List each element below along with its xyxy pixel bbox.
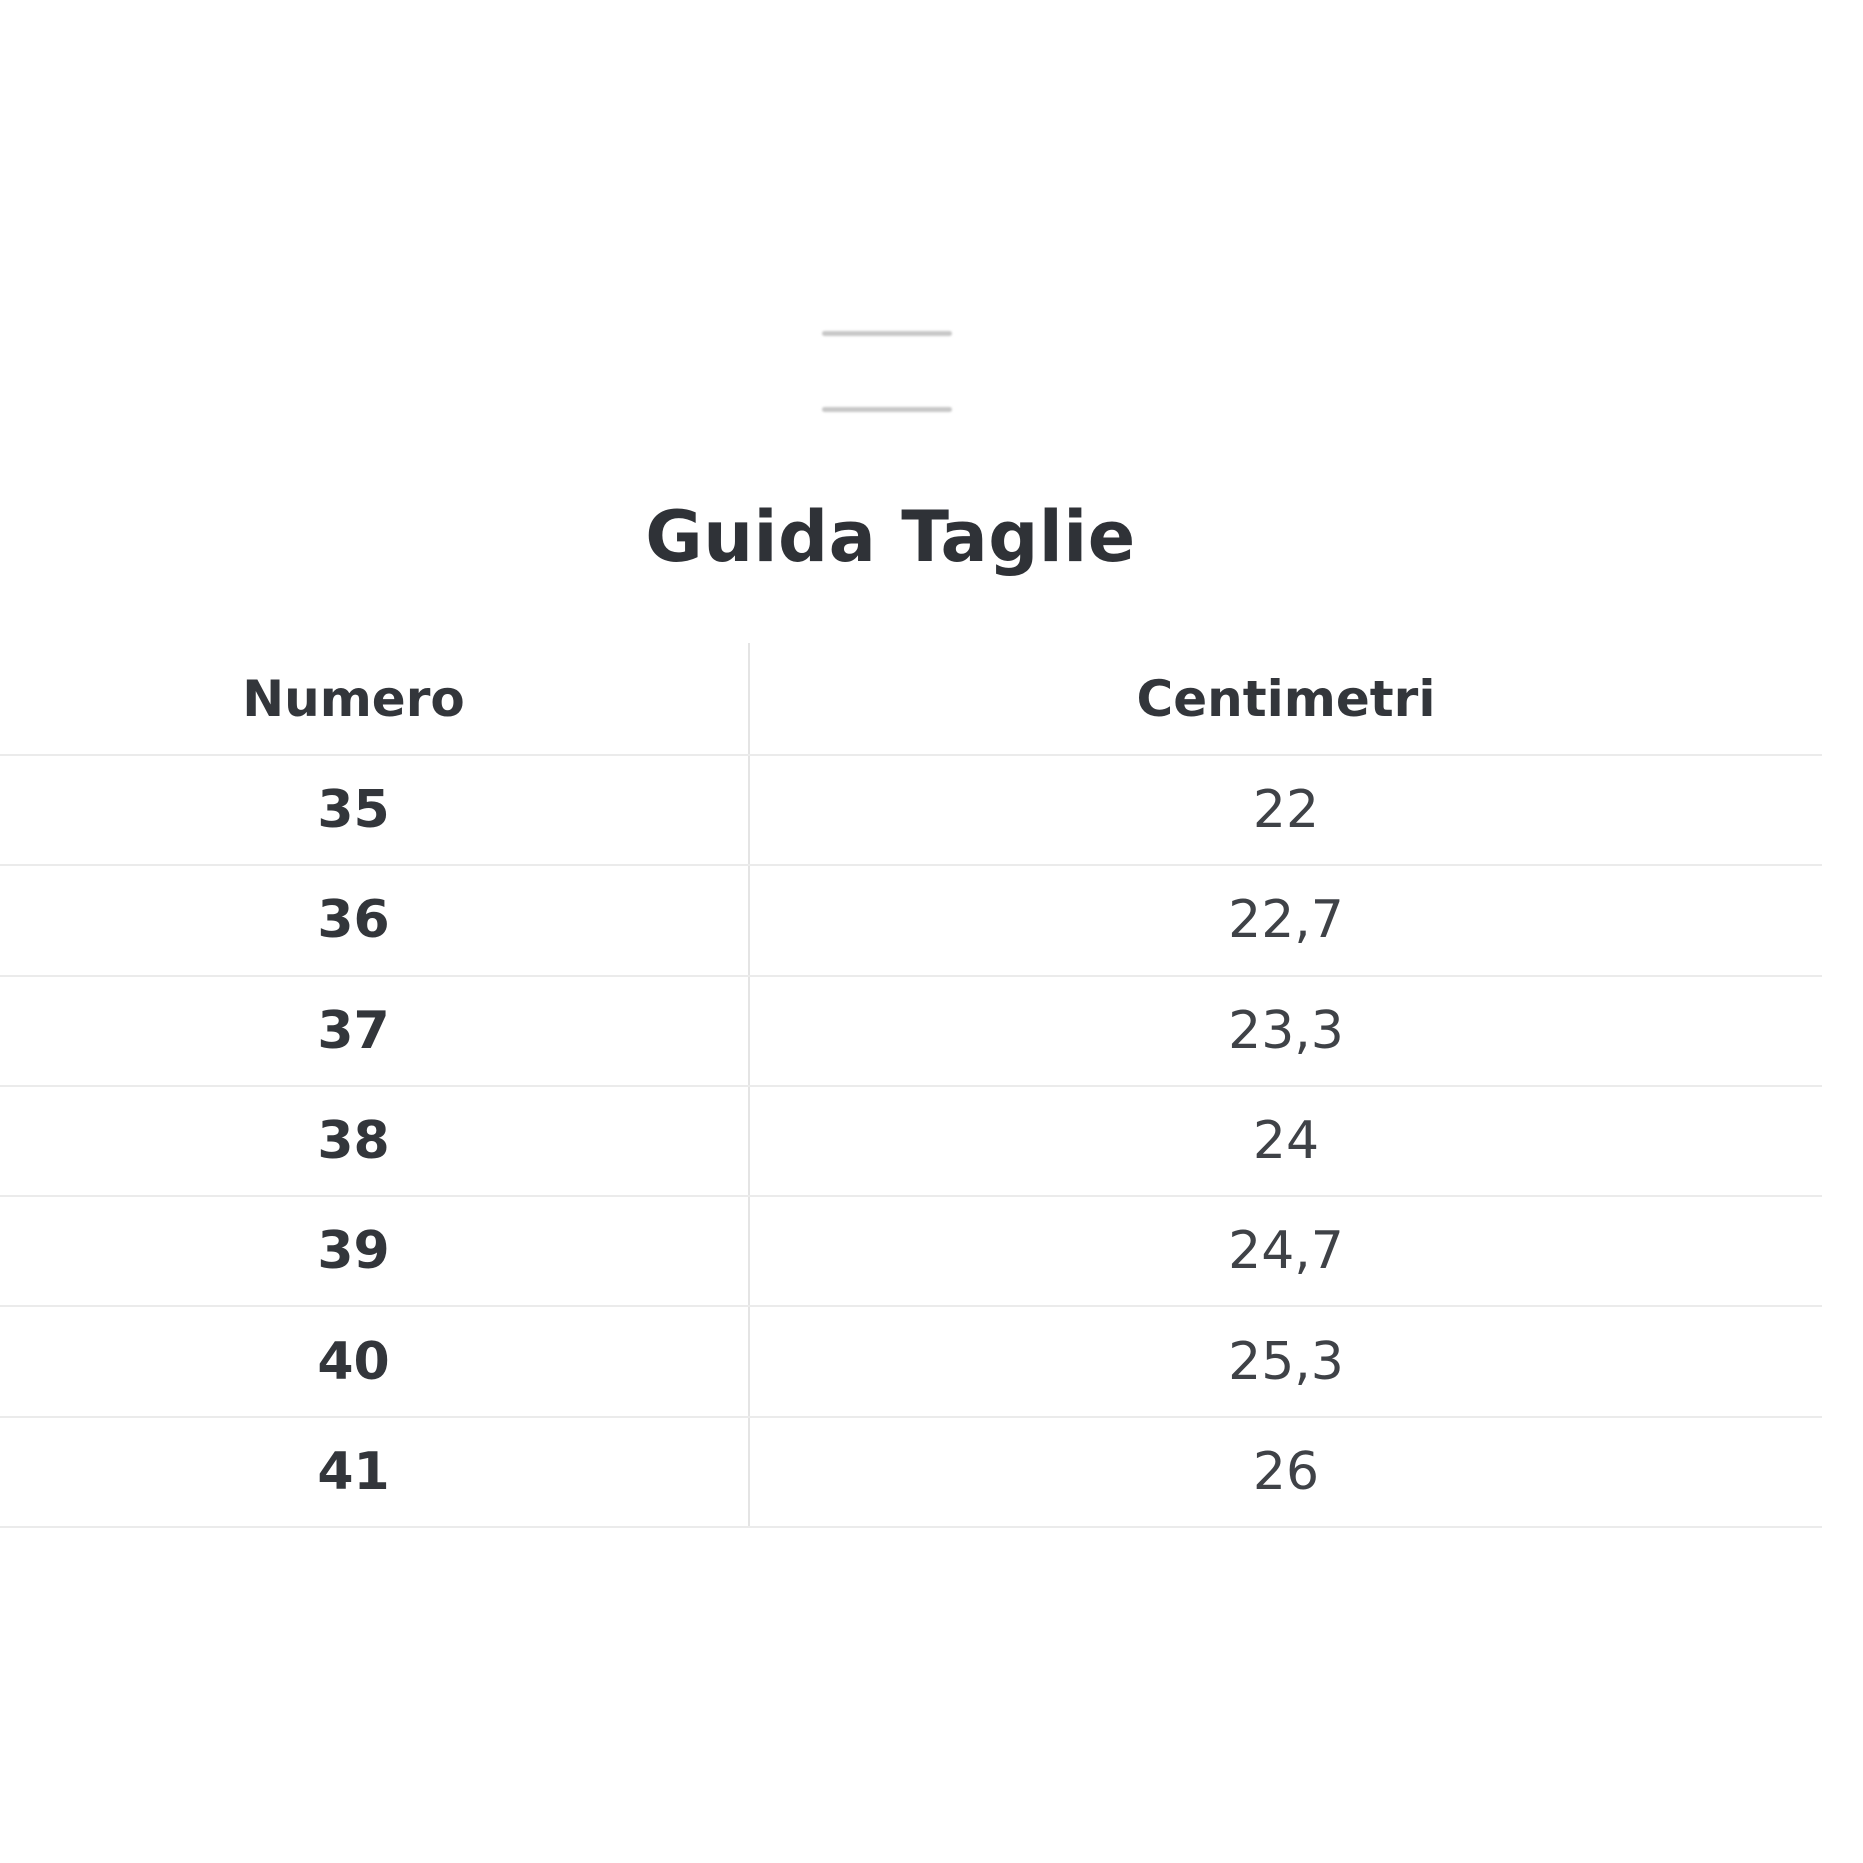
- cell-centimetri: 26: [1252, 1441, 1320, 1502]
- cell-numero: 39: [0, 1197, 750, 1306]
- column-header-numero: Numero: [0, 643, 750, 754]
- cell-centimetri: 22: [1252, 780, 1320, 841]
- table-body: 35 22 36 22,7 37 23,3 38 24 39 24,7 40 2…: [0, 756, 1822, 1529]
- cell-numero: 35: [0, 756, 750, 865]
- table-row: 38 24: [0, 1086, 1822, 1198]
- table-row: 35 22: [0, 756, 1822, 867]
- cell-numero: 40: [0, 1307, 750, 1416]
- column-header-centimetri: Centimetri: [1136, 669, 1436, 728]
- cell-centimetri: 22,7: [1228, 890, 1344, 951]
- size-guide-table: Numero Centimetri 35 22 36 22,7 37 23,3 …: [0, 643, 1822, 1529]
- drag-handle-line: [822, 331, 952, 336]
- table-row: 40 25,3: [0, 1307, 1822, 1418]
- table-row: 37 23,3: [0, 976, 1822, 1087]
- cell-centimetri: 25,3: [1228, 1331, 1344, 1392]
- cell-centimetri: 24,7: [1228, 1221, 1344, 1282]
- cell-numero: 36: [0, 866, 750, 975]
- cell-centimetri: 24: [1252, 1111, 1320, 1172]
- cell-centimetri: 23,3: [1228, 1000, 1344, 1061]
- cell-numero: 41: [0, 1417, 750, 1527]
- cell-numero: 37: [0, 976, 750, 1085]
- size-guide-title: Guida Taglie: [645, 496, 1136, 578]
- cell-numero: 38: [0, 1086, 750, 1196]
- table-row: 36 22,7: [0, 866, 1822, 977]
- drag-handle-line: [822, 407, 952, 412]
- table-row: 39 24,7: [0, 1197, 1822, 1308]
- table-row: 41 26: [0, 1417, 1822, 1529]
- table-header-row: Numero Centimetri: [0, 643, 1822, 756]
